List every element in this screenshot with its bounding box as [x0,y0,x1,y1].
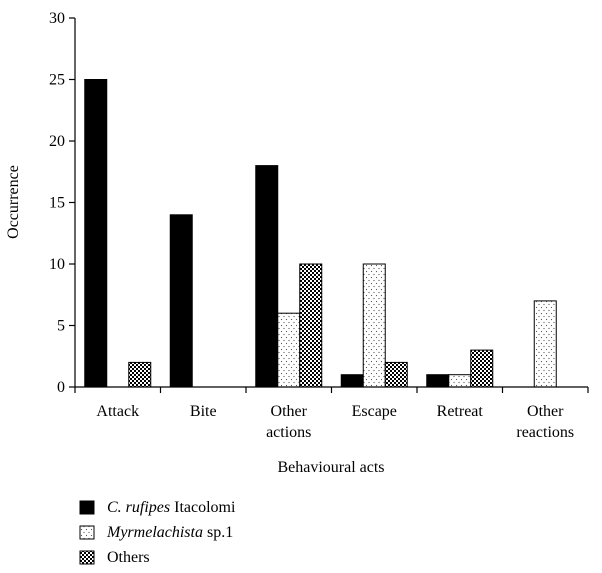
bar [340,374,364,388]
legend: C. rufipes Itacolomi Myrmelachista sp.1 Ot… [79,499,236,566]
x-category-label-line: Retreat [437,403,484,420]
bar [470,349,494,388]
legend-swatch [79,550,95,565]
x-axis-ticks: Attack Bite Other actions Escape Retreat Other… [74,387,589,441]
x-category-label: Other actions [266,403,311,441]
legend-swatch [79,500,95,515]
legend-label: C. rufipes Itacolomi [107,499,236,516]
bar [384,361,408,388]
x-category-label: Other reactions [516,403,574,441]
bar [255,165,279,388]
x-category-label-line: actions [266,424,311,441]
legend-label-part: C. rufipes [107,499,170,516]
bars [84,79,557,388]
x-category-label: Retreat [437,403,484,420]
bar [362,263,386,388]
bar [426,374,450,388]
y-axis-ticks: 0 5 10 15 20 25 30 [49,10,75,396]
x-category-label-line: Attack [96,403,139,420]
x-category-label: Bite [190,403,217,420]
y-tick-label: 0 [57,379,65,396]
legend-label: Others [107,549,150,566]
legend-swatch [79,525,95,540]
y-tick-label: 5 [57,318,65,335]
x-axis-title: Behavioural acts [277,459,384,476]
legend-label-part: sp.1 [203,524,233,541]
bar [533,300,557,388]
x-category-label-line: Escape [352,403,397,420]
legend-label-part: Others [107,549,150,566]
bar [277,312,301,388]
x-category-label-line: Bite [190,403,217,420]
x-category-label: Attack [96,403,139,420]
legend-label: Myrmelachista sp.1 [106,524,233,541]
bar [169,214,193,388]
y-tick-label: 15 [49,195,65,212]
y-tick-label: 10 [49,256,65,273]
bar [84,79,108,388]
y-tick-label: 20 [49,133,65,150]
bar [448,374,472,388]
x-category-label-line: Other [527,403,564,420]
legend-label-part: Itacolomi [170,499,236,516]
legend-label-part: Myrmelachista [106,524,203,541]
plot-area: 0 5 10 15 20 25 30 Attack Bite Other actions Escap… [49,10,589,441]
bar [299,263,323,388]
bar [128,361,152,388]
y-tick-label: 30 [49,10,65,27]
x-category-label-line: Other [271,403,308,420]
x-category-label: Escape [352,403,397,420]
y-tick-label: 25 [49,72,65,89]
x-category-label-line: reactions [516,424,574,441]
y-axis-title: Occurrence [5,165,22,239]
